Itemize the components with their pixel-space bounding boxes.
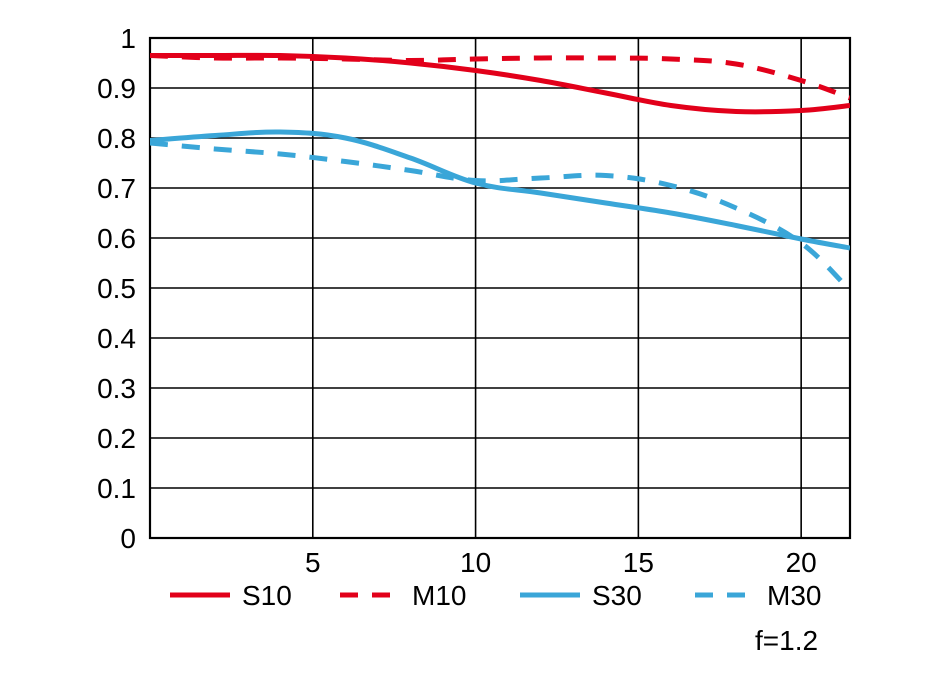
- chart-svg: 00.10.20.30.40.50.60.70.80.915101520S10M…: [0, 0, 932, 700]
- legend-label: M30: [767, 580, 821, 611]
- legend-label: S10: [242, 580, 292, 611]
- legend-label: M10: [412, 580, 466, 611]
- y-tick-label: 0.6: [97, 223, 136, 254]
- x-tick-label: 20: [786, 547, 817, 578]
- y-tick-label: 1: [120, 23, 136, 54]
- y-tick-label: 0.3: [97, 373, 136, 404]
- y-tick-label: 0.7: [97, 173, 136, 204]
- legend-label: S30: [592, 580, 642, 611]
- y-tick-label: 0.2: [97, 423, 136, 454]
- x-tick-label: 15: [623, 547, 654, 578]
- y-tick-label: 0.8: [97, 123, 136, 154]
- x-tick-label: 10: [460, 547, 491, 578]
- y-tick-label: 0.5: [97, 273, 136, 304]
- x-tick-label: 5: [305, 547, 321, 578]
- y-tick-label: 0.1: [97, 473, 136, 504]
- y-tick-label: 0.9: [97, 73, 136, 104]
- y-tick-label: 0: [120, 523, 136, 554]
- mtf-chart: 00.10.20.30.40.50.60.70.80.915101520S10M…: [0, 0, 932, 700]
- y-tick-label: 0.4: [97, 323, 136, 354]
- aperture-note: f=1.2: [755, 625, 818, 656]
